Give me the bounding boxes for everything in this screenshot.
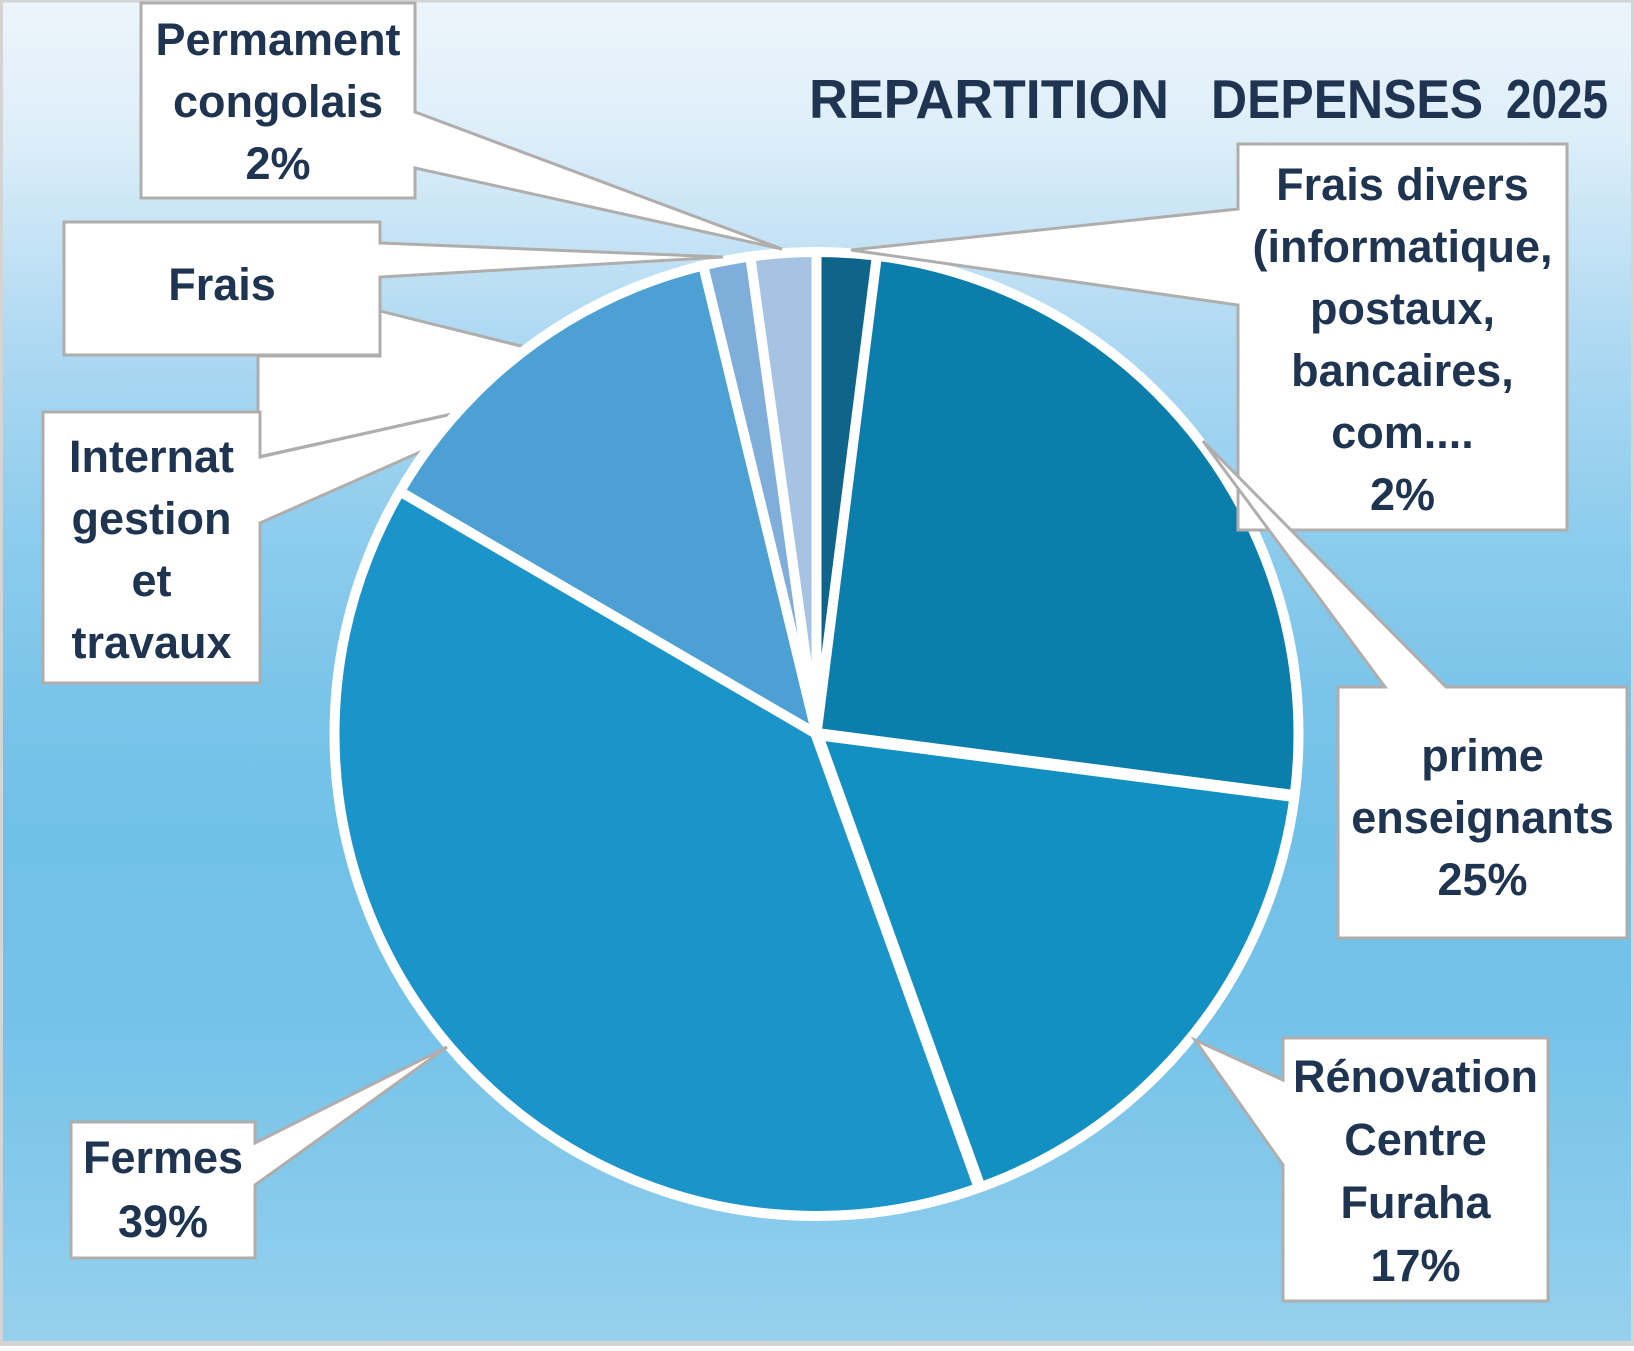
svg-text:2%: 2% — [245, 138, 310, 189]
svg-text:17%: 17% — [1370, 1240, 1460, 1291]
svg-text:postaux,: postaux, — [1310, 283, 1495, 334]
svg-text:prime: prime — [1421, 730, 1544, 781]
svg-text:Fermes: Fermes — [83, 1132, 243, 1183]
svg-text:DEPENSES: DEPENSES — [1211, 68, 1483, 130]
svg-text:et: et — [131, 555, 171, 606]
svg-text:2025: 2025 — [1506, 68, 1608, 130]
svg-text:bancaires,: bancaires, — [1291, 345, 1514, 396]
svg-text:2%: 2% — [1370, 469, 1435, 520]
svg-text:congolais: congolais — [173, 76, 383, 127]
svg-text:Centre: Centre — [1344, 1114, 1487, 1165]
svg-text:Frais divers: Frais divers — [1276, 159, 1529, 210]
svg-text:Frais: Frais — [168, 259, 276, 310]
svg-text:Rénovation: Rénovation — [1293, 1051, 1538, 1102]
svg-text:25%: 25% — [1437, 854, 1527, 905]
svg-text:(informatique,: (informatique, — [1253, 221, 1553, 272]
svg-text:travaux: travaux — [71, 617, 231, 668]
svg-text:39%: 39% — [118, 1196, 208, 1247]
svg-text:Permament: Permament — [155, 14, 400, 65]
svg-text:REPARTITION: REPARTITION — [809, 68, 1169, 130]
svg-text:Furaha: Furaha — [1340, 1177, 1491, 1228]
svg-text:gestion: gestion — [71, 493, 231, 544]
svg-text:enseignants: enseignants — [1351, 792, 1614, 843]
svg-text:Internat: Internat — [69, 431, 234, 482]
svg-text:com....: com.... — [1331, 407, 1474, 458]
